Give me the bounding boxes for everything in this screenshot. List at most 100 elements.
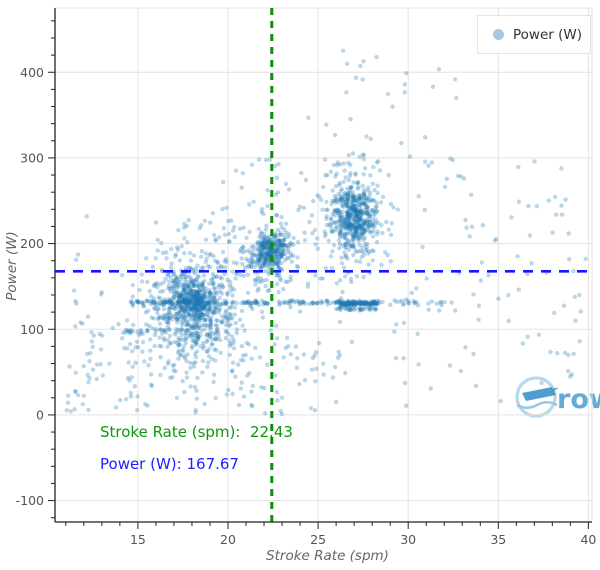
data-point — [234, 271, 239, 277]
data-point — [372, 208, 377, 213]
data-point — [361, 157, 366, 162]
data-point — [187, 285, 192, 291]
data-point — [154, 281, 159, 286]
data-point — [196, 337, 201, 342]
data-point — [209, 299, 215, 304]
data-point — [324, 222, 330, 228]
data-point — [170, 284, 175, 289]
data-point — [184, 319, 189, 324]
data-point — [390, 104, 395, 109]
data-point — [263, 254, 268, 259]
data-point — [236, 362, 241, 367]
data-point — [252, 300, 257, 306]
data-point — [358, 225, 363, 230]
data-point — [361, 238, 366, 243]
data-point — [351, 234, 356, 239]
data-point — [281, 242, 286, 247]
data-point — [567, 257, 572, 262]
data-point — [373, 302, 378, 307]
data-point — [256, 226, 261, 232]
data-point — [371, 302, 376, 307]
data-point — [358, 217, 363, 222]
data-point — [350, 194, 356, 199]
data-point — [211, 290, 216, 296]
data-point — [134, 298, 140, 304]
data-point — [341, 197, 346, 203]
data-point — [223, 310, 228, 315]
data-point — [161, 306, 167, 312]
data-point — [126, 360, 131, 365]
data-point — [161, 312, 166, 318]
data-point — [358, 202, 363, 207]
data-point — [367, 249, 372, 254]
data-point — [259, 385, 264, 390]
data-point — [265, 252, 271, 257]
data-point — [279, 253, 284, 259]
data-point — [181, 287, 186, 292]
data-point — [207, 293, 212, 299]
data-point — [229, 334, 235, 339]
data-point — [274, 254, 279, 259]
data-point — [192, 312, 197, 317]
data-point — [198, 302, 204, 307]
data-point — [353, 227, 359, 232]
data-point — [355, 229, 360, 234]
data-point — [337, 182, 342, 188]
data-point — [361, 301, 367, 306]
data-point — [224, 299, 229, 305]
data-point — [342, 168, 347, 173]
data-point — [366, 223, 371, 228]
data-point — [350, 202, 355, 207]
data-point — [260, 315, 266, 320]
data-point — [191, 283, 196, 289]
data-point — [280, 241, 286, 246]
data-point — [178, 300, 183, 305]
data-point — [353, 214, 358, 219]
data-point — [350, 204, 355, 210]
data-point — [213, 302, 218, 308]
data-point — [274, 273, 279, 278]
data-point — [480, 223, 485, 228]
data-point — [354, 225, 359, 231]
data-point — [141, 300, 146, 306]
data-point — [337, 210, 342, 216]
data-point — [213, 300, 218, 305]
legend[interactable]: Power (W) — [477, 15, 591, 54]
data-point — [449, 300, 454, 305]
data-point — [163, 299, 168, 305]
data-point — [257, 252, 263, 257]
data-point — [278, 241, 283, 246]
data-point — [357, 223, 362, 228]
data-point — [261, 239, 266, 244]
data-point — [346, 217, 352, 223]
data-point — [203, 303, 208, 308]
data-point — [353, 207, 358, 212]
data-point — [345, 204, 350, 209]
data-point — [330, 249, 335, 254]
data-point — [262, 252, 267, 257]
data-point — [175, 315, 180, 321]
data-point — [344, 192, 349, 198]
data-point — [333, 195, 339, 201]
data-point — [288, 274, 293, 280]
data-point — [351, 233, 356, 238]
data-point — [370, 301, 375, 306]
data-point — [231, 340, 236, 346]
data-point — [151, 300, 157, 305]
data-point — [359, 212, 364, 217]
data-point — [243, 352, 248, 358]
data-point — [181, 299, 187, 304]
data-point — [386, 172, 391, 178]
data-point — [325, 302, 330, 307]
data-point — [348, 300, 353, 305]
data-point — [272, 234, 278, 239]
data-point — [276, 299, 282, 304]
data-point — [397, 299, 402, 304]
data-point — [190, 279, 196, 284]
annotation-power: Power (W): 167.67 — [100, 455, 239, 473]
data-point — [284, 243, 289, 249]
data-point — [353, 230, 358, 235]
data-point — [509, 215, 514, 220]
data-point — [176, 336, 181, 341]
data-point — [178, 300, 183, 305]
